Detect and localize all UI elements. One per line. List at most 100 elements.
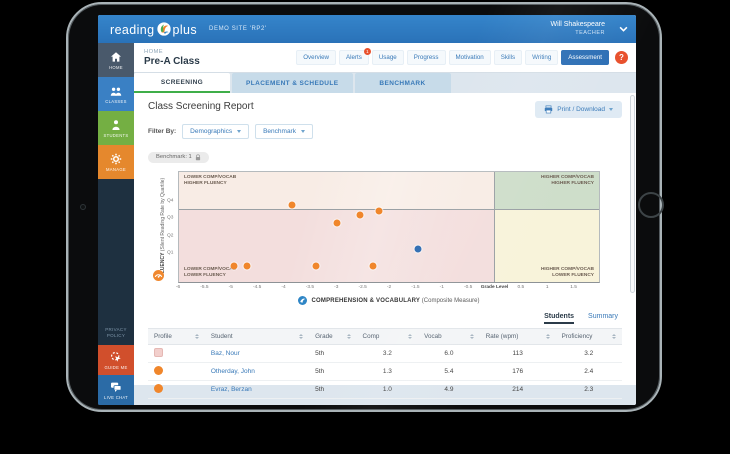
sort-icon[interactable] bbox=[408, 333, 413, 340]
tab-assessment[interactable]: Assessment bbox=[561, 50, 609, 65]
x-tick: -3.5 bbox=[305, 285, 315, 290]
tab-alerts[interactable]: Alerts 1 bbox=[339, 48, 371, 65]
sidebar: HOME CLASSES STUDENTS MANAGE bbox=[98, 43, 134, 405]
sort-icon[interactable] bbox=[194, 333, 199, 340]
help-button[interactable]: ? bbox=[615, 51, 628, 64]
student-link[interactable]: Evraz, Berzan bbox=[210, 386, 252, 393]
chat-bubbles-icon bbox=[111, 382, 122, 392]
subtab-screening[interactable]: SCREENING bbox=[134, 73, 230, 93]
printer-icon bbox=[545, 105, 553, 114]
view-tab-students[interactable]: Students bbox=[544, 313, 575, 324]
x-tick: -4 bbox=[281, 285, 286, 290]
sort-icon[interactable] bbox=[545, 333, 550, 340]
tab-overview[interactable]: Overview bbox=[296, 50, 337, 65]
sort-icon[interactable] bbox=[346, 333, 351, 340]
data-point-students[interactable] bbox=[230, 262, 238, 270]
x-tick: Grade Level bbox=[480, 285, 509, 290]
data-point-students[interactable] bbox=[369, 262, 377, 270]
data-point-students[interactable] bbox=[243, 262, 251, 270]
tab-usage[interactable]: Usage bbox=[371, 50, 404, 65]
chevron-down-icon bbox=[609, 108, 613, 111]
logo-text-reading: reading bbox=[110, 22, 155, 37]
sidebar-item-students[interactable]: STUDENTS bbox=[98, 111, 134, 145]
view-tab-summary[interactable]: Summary bbox=[588, 313, 618, 320]
demographics-dropdown[interactable]: Demographics bbox=[182, 124, 250, 139]
students-icon bbox=[112, 119, 120, 130]
table-row: Baz, Nour 5th 3.2 6.0 113 3.2 bbox=[148, 345, 622, 363]
table-view-tabs: Students Summary bbox=[148, 313, 622, 324]
sidebar-item-classes[interactable]: CLASSES bbox=[98, 77, 134, 111]
student-link[interactable]: Otherday, John bbox=[210, 368, 255, 375]
quad-br bbox=[494, 209, 599, 282]
home-button[interactable] bbox=[638, 192, 664, 218]
lock-icon bbox=[195, 153, 200, 160]
quadrant-label-top-right: HIGHER COMP/VOCAB HIGHER FLUENCY bbox=[540, 175, 594, 187]
screening-report-card: Class Screening Report Print / Download … bbox=[134, 93, 636, 399]
print-download-button[interactable]: Print / Download bbox=[535, 101, 622, 118]
y-tick: Q4 bbox=[167, 198, 174, 204]
sidebar-item-manage[interactable]: MANAGE bbox=[98, 145, 134, 179]
x-tick: -2.5 bbox=[358, 285, 367, 290]
quadrant-label-bottom-right: HIGHER COMP/VOCAB LOWER FLUENCY bbox=[540, 266, 594, 278]
table-header-row: Profile Student Grade Comp Vocab Rate (w… bbox=[148, 328, 622, 345]
app-screen: reading plus DEMO SITE 'RP2' Will Shakes… bbox=[98, 15, 636, 405]
tab-progress[interactable]: Progress bbox=[406, 50, 446, 65]
scatter-plot: LOWER COMP/VOCAB HIGHER FLUENCY HIGHER CO… bbox=[153, 171, 600, 283]
sort-icon[interactable] bbox=[299, 333, 304, 340]
privacy-policy-link[interactable]: PRIVACY POLICY bbox=[105, 326, 127, 339]
classes-icon bbox=[110, 87, 122, 96]
report-title: Class Screening Report bbox=[148, 101, 254, 112]
student-link[interactable]: Baz, Nour bbox=[210, 350, 240, 357]
benchmark-filter-chip[interactable]: Benchmark: 1 bbox=[148, 151, 209, 163]
y-tick: Q3 bbox=[167, 215, 174, 221]
sort-icon[interactable] bbox=[469, 333, 474, 340]
tab-motivation[interactable]: Motivation bbox=[448, 50, 491, 65]
data-point-selected-student[interactable] bbox=[414, 245, 422, 253]
subtab-benchmark[interactable]: BENCHMARK bbox=[354, 73, 451, 93]
sidebar-item-home[interactable]: HOME bbox=[98, 43, 134, 77]
chevron-down-icon bbox=[300, 130, 305, 133]
x-tick: -3 bbox=[334, 285, 339, 290]
data-point-students[interactable] bbox=[288, 201, 296, 209]
chevron-down-icon[interactable] bbox=[619, 26, 628, 32]
tab-writing[interactable]: Writing bbox=[525, 50, 559, 65]
chevron-down-icon bbox=[237, 130, 242, 133]
fluency-gauge-icon bbox=[153, 268, 164, 286]
x-tick: -6 bbox=[175, 285, 181, 290]
reading-plus-logo[interactable]: reading plus bbox=[110, 20, 197, 39]
class-topbar: HOME Pre-A Class Overview Alerts 1 Usage … bbox=[134, 43, 636, 73]
data-point-students[interactable] bbox=[312, 262, 319, 270]
logo-text-plus: plus bbox=[172, 22, 198, 37]
sidebar-item-label: CLASSES bbox=[105, 98, 127, 104]
profile-marker bbox=[154, 384, 163, 393]
benchmark-dropdown[interactable]: Benchmark bbox=[255, 124, 313, 139]
grade-level-boundary bbox=[494, 172, 495, 282]
x-tick: 1.5 bbox=[570, 285, 577, 290]
alerts-badge: 1 bbox=[363, 48, 371, 55]
user-block[interactable]: Will Shakespeare TEACHER bbox=[551, 21, 605, 37]
tab-skills[interactable]: Skills bbox=[493, 50, 523, 65]
x-axis-label: COMPREHENSION & VOCABULARY (Composite Me… bbox=[178, 296, 600, 305]
guide-me-label: GUIDE ME bbox=[104, 364, 128, 370]
assessment-subtabs: SCREENING PLACEMENT & SCHEDULE BENCHMARK bbox=[134, 73, 636, 93]
data-point-students[interactable] bbox=[375, 207, 382, 215]
x-tick: -0.5 bbox=[463, 285, 473, 290]
quadrant-label-top-left: LOWER COMP/VOCAB HIGHER FLUENCY bbox=[184, 175, 237, 187]
data-point-students[interactable] bbox=[356, 211, 364, 219]
breadcrumb[interactable]: HOME bbox=[144, 48, 163, 55]
scrollbar[interactable] bbox=[630, 95, 635, 293]
data-point-students[interactable] bbox=[333, 219, 340, 227]
live-chat-button[interactable]: LIVE CHAT bbox=[98, 375, 134, 405]
camera-dot bbox=[80, 204, 86, 210]
home-icon bbox=[111, 51, 121, 62]
comp-vocab-icon bbox=[298, 296, 308, 305]
subtab-placement-schedule[interactable]: PLACEMENT & SCHEDULE bbox=[232, 73, 353, 93]
x-tick: -5.5 bbox=[200, 285, 209, 290]
table-row: Evraz, Berzan 5th 1.0 4.9 214 2.3 bbox=[148, 381, 622, 399]
profile-marker bbox=[154, 366, 163, 375]
guide-me-button[interactable]: GUIDE ME bbox=[98, 345, 134, 375]
x-tick: -5 bbox=[228, 285, 233, 290]
sidebar-item-label: HOME bbox=[109, 64, 123, 70]
sort-icon[interactable] bbox=[611, 333, 616, 340]
students-table: Profile Student Grade Comp Vocab Rate (w… bbox=[148, 328, 622, 399]
